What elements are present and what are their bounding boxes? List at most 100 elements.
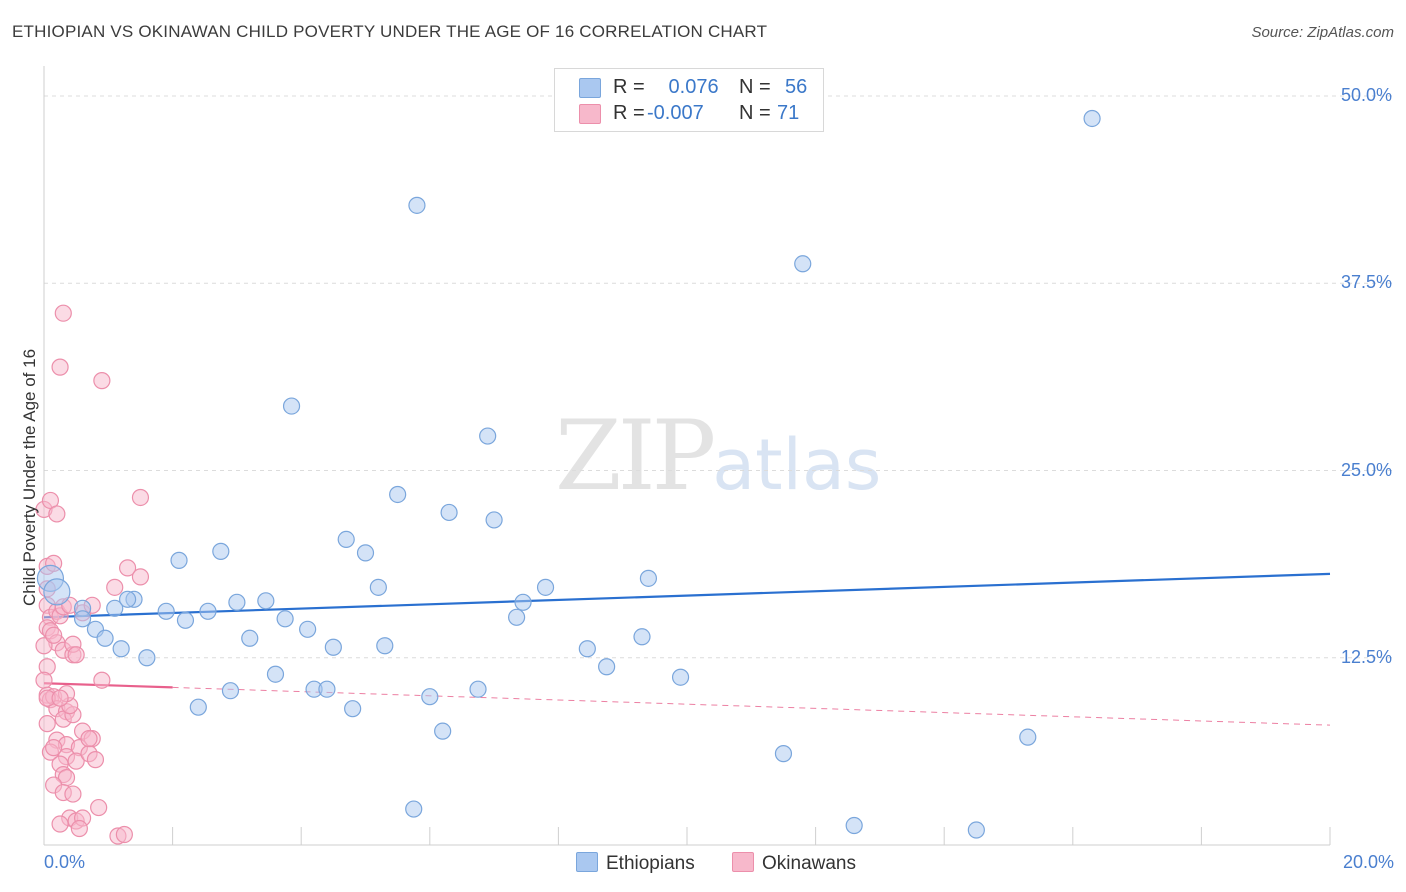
- legend-r-value: -0.007: [647, 102, 704, 124]
- data-point-ethiopians: [598, 658, 616, 676]
- data-point-okinawans: [131, 568, 150, 586]
- data-point-ethiopians: [536, 578, 555, 596]
- data-point-ethiopians: [774, 745, 793, 763]
- data-point-ethiopians: [276, 610, 294, 628]
- legend-item-ethiopians[interactable]: Ethiopians: [576, 852, 695, 875]
- data-point-ethiopians: [434, 722, 452, 740]
- y-axis-label: Child Poverty Under the Age of 16: [20, 348, 39, 606]
- data-point-ethiopians: [118, 590, 137, 608]
- data-point-ethiopians: [96, 629, 114, 647]
- data-point-okinawans: [48, 505, 66, 523]
- source-credit: Source: ZipAtlas.com: [1251, 24, 1394, 41]
- data-point-okinawans: [51, 815, 69, 833]
- data-point-ethiopians: [43, 578, 71, 606]
- data-point-ethiopians: [639, 569, 658, 587]
- data-point-okinawans: [67, 752, 85, 770]
- y-tick-label: 37.5%: [1340, 272, 1392, 293]
- data-point-okinawans: [90, 798, 108, 817]
- legend-n-label: N =: [739, 102, 777, 124]
- data-point-ethiopians: [421, 688, 439, 706]
- data-point-okinawans: [64, 785, 82, 803]
- trendline-ethiopians: [43, 572, 1331, 619]
- legend-label-okinawans: Okinawans: [762, 853, 856, 874]
- legend-n-label: N =: [739, 76, 777, 98]
- watermark-zip: ZIP: [555, 400, 716, 512]
- data-point-okinawans: [51, 358, 69, 376]
- zipatlas-watermark: ZIPatlas: [555, 400, 881, 512]
- data-point-ethiopians: [633, 628, 651, 646]
- chart-title: ETHIOPIAN VS OKINAWAN CHILD POVERTY UNDE…: [12, 22, 768, 41]
- data-point-ethiopians: [967, 821, 985, 839]
- data-point-okinawans: [67, 646, 85, 664]
- data-point-ethiopians: [138, 649, 156, 667]
- data-point-ethiopians: [266, 665, 285, 683]
- watermark-atlas: atlas: [712, 424, 882, 506]
- data-point-ethiopians: [337, 530, 355, 549]
- data-point-ethiopians: [106, 599, 124, 617]
- data-point-okinawans: [106, 578, 124, 596]
- legend-n-value: 56: [785, 76, 808, 98]
- legend-label-ethiopians: Ethiopians: [606, 853, 695, 874]
- data-point-ethiopians: [324, 638, 342, 656]
- data-point-ethiopians: [508, 608, 526, 626]
- legend-r-label: R =: [613, 102, 651, 124]
- data-point-ethiopians: [479, 427, 497, 445]
- data-point-ethiopians: [356, 544, 375, 562]
- data-point-okinawans: [115, 825, 133, 844]
- data-point-ethiopians: [369, 578, 387, 596]
- data-point-ethiopians: [469, 680, 487, 698]
- data-point-okinawans: [45, 739, 63, 757]
- y-tick-label: 25.0%: [1340, 459, 1392, 480]
- x-tick-label-min: 0.0%: [44, 852, 86, 872]
- data-point-okinawans: [131, 488, 150, 507]
- data-point-okinawans: [80, 730, 98, 748]
- data-point-ethiopians: [228, 593, 246, 611]
- data-point-ethiopians: [376, 637, 394, 655]
- data-point-okinawans: [45, 626, 63, 644]
- data-point-ethiopians: [389, 485, 407, 504]
- data-point-ethiopians: [212, 542, 230, 560]
- legend-swatch-pink: [579, 104, 601, 124]
- data-point-ethiopians: [440, 503, 458, 522]
- data-point-ethiopians: [176, 611, 195, 629]
- data-point-ethiopians: [1019, 728, 1037, 746]
- data-point-ethiopians: [1083, 109, 1101, 128]
- data-point-ethiopians: [112, 640, 130, 658]
- legend-item-okinawans[interactable]: Okinawans: [732, 852, 856, 875]
- data-point-ethiopians: [257, 592, 275, 610]
- data-point-okinawans: [70, 819, 88, 838]
- data-point-ethiopians: [318, 680, 336, 698]
- data-point-ethiopians: [578, 640, 596, 658]
- legend-swatch-blue: [579, 78, 601, 98]
- data-point-ethiopians: [344, 700, 362, 718]
- data-point-ethiopians: [189, 698, 207, 716]
- data-point-ethiopians: [282, 397, 301, 415]
- data-point-ethiopians: [485, 511, 503, 529]
- data-point-ethiopians: [199, 602, 217, 620]
- data-point-ethiopians: [157, 602, 175, 620]
- legend-r-label: R =: [613, 76, 651, 98]
- data-point-ethiopians: [671, 668, 690, 686]
- data-point-ethiopians: [405, 800, 423, 818]
- y-tick-label: 12.5%: [1340, 646, 1392, 667]
- data-point-okinawans: [93, 372, 111, 390]
- data-point-ethiopians: [514, 593, 532, 611]
- data-point-okinawans: [86, 751, 105, 769]
- y-tick-label: 50.0%: [1340, 85, 1392, 105]
- data-point-okinawans: [93, 671, 111, 689]
- data-point-ethiopians: [408, 196, 426, 214]
- x-tick-label-max: 20.0%: [1342, 852, 1394, 872]
- data-point-ethiopians: [299, 620, 317, 638]
- data-point-okinawans: [118, 559, 137, 577]
- legend-r-value: 0.076: [663, 76, 719, 98]
- data-point-okinawans: [35, 671, 53, 689]
- data-point-ethiopians: [73, 610, 92, 628]
- data-point-ethiopians: [845, 816, 863, 835]
- data-point-ethiopians: [241, 629, 259, 647]
- legend-n-value: 71: [777, 102, 800, 124]
- legend-swatch-pink: [732, 852, 754, 872]
- legend-swatch-blue: [576, 852, 598, 872]
- data-point-okinawans: [38, 715, 56, 733]
- data-point-ethiopians: [170, 551, 188, 569]
